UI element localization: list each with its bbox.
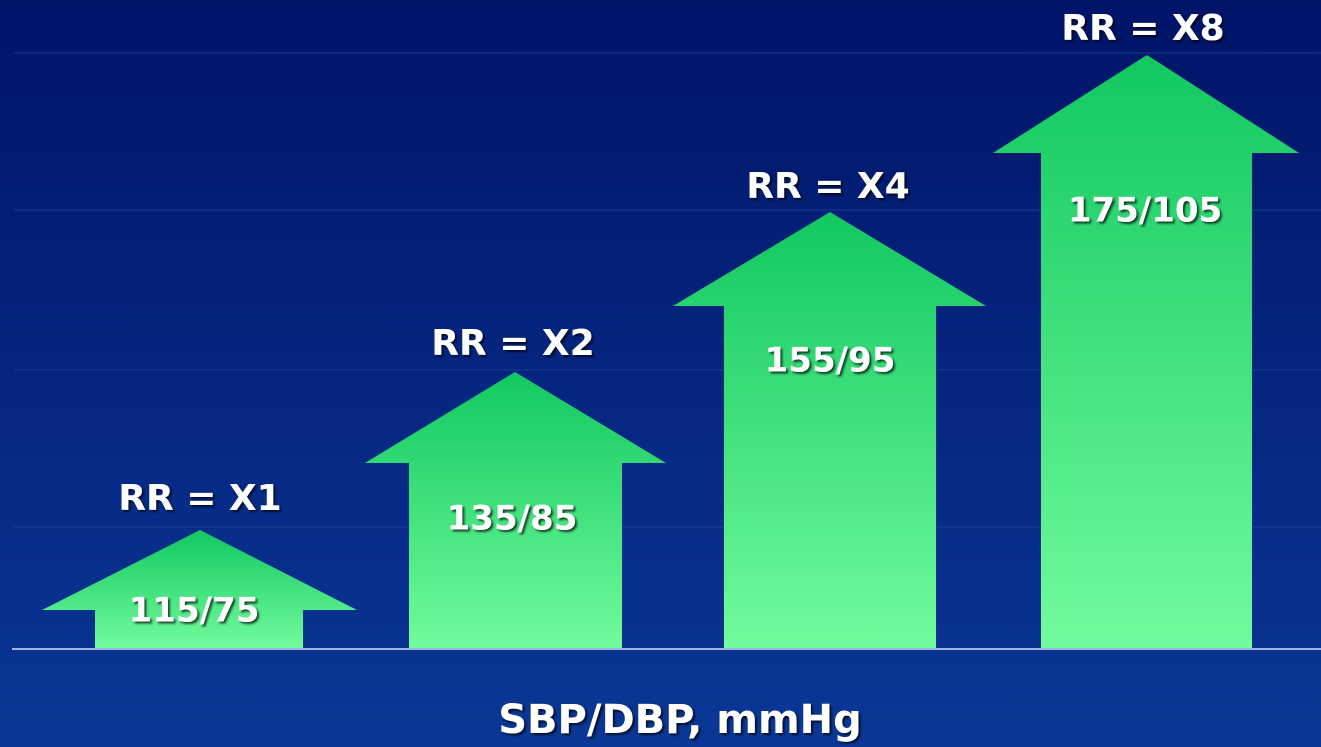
arrow (365, 372, 666, 648)
risk-label: RR = X2 (431, 323, 594, 364)
pressure-label: 115/75 (129, 591, 260, 631)
risk-label: RR = X4 (746, 166, 909, 207)
pressure-label: 155/95 (765, 341, 896, 381)
arrow (673, 212, 986, 648)
axis-label: SBP/DBP, mmHg (498, 697, 861, 743)
pressure-label: 135/85 (447, 499, 578, 539)
risk-label: RR = X1 (118, 478, 281, 519)
risk-label: RR = X8 (1061, 8, 1224, 49)
pressure-label: 175/105 (1068, 191, 1222, 231)
arrow (993, 55, 1299, 648)
arrow (42, 530, 357, 648)
